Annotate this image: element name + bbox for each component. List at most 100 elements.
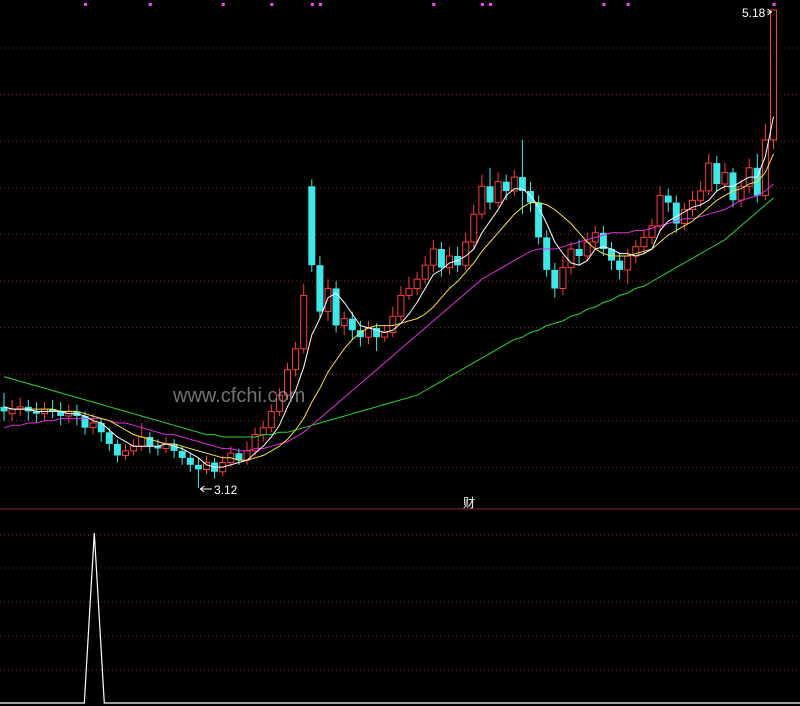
candle-body xyxy=(705,162,713,192)
candle-body xyxy=(486,186,494,203)
candle-body xyxy=(599,232,607,249)
candle-body xyxy=(397,294,405,317)
candle-down xyxy=(57,402,65,426)
candle-body xyxy=(437,249,445,268)
candle-body xyxy=(543,237,551,270)
candle-down xyxy=(211,457,219,479)
candle-body xyxy=(373,327,381,338)
candle-up xyxy=(397,286,405,321)
candle-body xyxy=(470,213,478,243)
candle-body xyxy=(494,181,502,204)
candle-down xyxy=(178,446,186,465)
candle-down xyxy=(486,167,494,210)
candle-body xyxy=(113,443,121,456)
high-price-label: 5.18 xyxy=(742,6,766,20)
candle-up xyxy=(478,174,486,219)
candle-body xyxy=(608,249,615,261)
indicator-series xyxy=(0,532,800,704)
candle-body xyxy=(332,288,340,326)
candle-body xyxy=(761,139,769,197)
candle-down xyxy=(543,230,551,277)
candle-down xyxy=(105,427,113,451)
candle-down xyxy=(664,188,672,212)
candle-body xyxy=(567,248,575,269)
candle-body xyxy=(138,436,146,447)
candle-body xyxy=(429,248,437,266)
candle-up xyxy=(219,455,227,477)
candle-body xyxy=(154,446,162,449)
candle-up xyxy=(770,9,777,150)
candle-down xyxy=(672,195,680,233)
candle-up xyxy=(470,204,478,249)
signal-dot xyxy=(772,3,776,6)
candle-body xyxy=(292,348,300,371)
candle-body xyxy=(689,199,696,211)
candle-body xyxy=(697,190,705,201)
candle-up xyxy=(300,283,308,354)
candle-down xyxy=(729,167,737,208)
candle-up xyxy=(559,256,567,296)
candle-body xyxy=(356,330,364,338)
candle-up xyxy=(494,172,502,208)
candle-up xyxy=(259,420,267,442)
candle-up xyxy=(8,399,16,421)
signal-dot xyxy=(310,3,314,6)
candle-down xyxy=(599,225,607,256)
signal-dots xyxy=(84,3,776,6)
candle-down xyxy=(575,239,583,266)
candle-body xyxy=(672,202,680,224)
candle-body xyxy=(105,432,113,444)
candle-body xyxy=(186,457,194,465)
candle-body xyxy=(413,278,421,290)
candle-body xyxy=(348,318,356,331)
signal-dot xyxy=(84,3,87,6)
moving-averages xyxy=(3,116,774,468)
candle-body xyxy=(300,294,308,350)
candle-up xyxy=(737,179,745,208)
low-arrow-head xyxy=(199,485,205,493)
candle-body xyxy=(680,209,688,225)
candle-body xyxy=(551,269,559,289)
candle-body xyxy=(97,423,105,433)
candle-up xyxy=(421,256,429,284)
high-arrow-head xyxy=(767,8,773,16)
candle-up xyxy=(567,242,575,275)
candle-body xyxy=(770,9,777,141)
candle-body xyxy=(421,264,429,280)
candle-body xyxy=(32,411,40,414)
watermark: www.cfchi.com xyxy=(172,385,305,407)
indicator-label: 财 xyxy=(463,496,475,510)
candle-down xyxy=(713,156,721,191)
signal-dot xyxy=(270,3,274,6)
candle-up xyxy=(510,170,518,196)
candle-down xyxy=(551,262,559,298)
signal-dot xyxy=(148,3,152,6)
candle-down xyxy=(308,179,316,273)
candle-up xyxy=(284,362,291,400)
candle-body xyxy=(502,181,510,191)
low-annotation: 3.12 xyxy=(199,483,238,497)
candle-down xyxy=(437,242,445,277)
candle-body xyxy=(308,186,316,266)
signal-dot xyxy=(221,3,225,6)
candle-body xyxy=(57,411,65,416)
candle-down xyxy=(194,457,202,488)
ma-yellow-line xyxy=(3,153,774,461)
candle-down xyxy=(170,439,178,458)
candle-down xyxy=(373,323,381,352)
candle-down xyxy=(97,418,105,442)
candle-up xyxy=(462,232,470,270)
candle-body xyxy=(0,406,8,412)
candle-body xyxy=(656,195,664,227)
candle-body xyxy=(640,236,648,248)
candle-body xyxy=(259,427,267,436)
candle-body xyxy=(527,191,534,203)
candle-body xyxy=(194,464,202,470)
candle-up xyxy=(429,239,437,273)
candle-body xyxy=(146,437,154,447)
candle-body xyxy=(713,163,721,184)
candle-body xyxy=(721,171,729,185)
candle-down xyxy=(332,281,340,333)
candle-body xyxy=(235,453,243,461)
candle-up xyxy=(130,439,138,456)
